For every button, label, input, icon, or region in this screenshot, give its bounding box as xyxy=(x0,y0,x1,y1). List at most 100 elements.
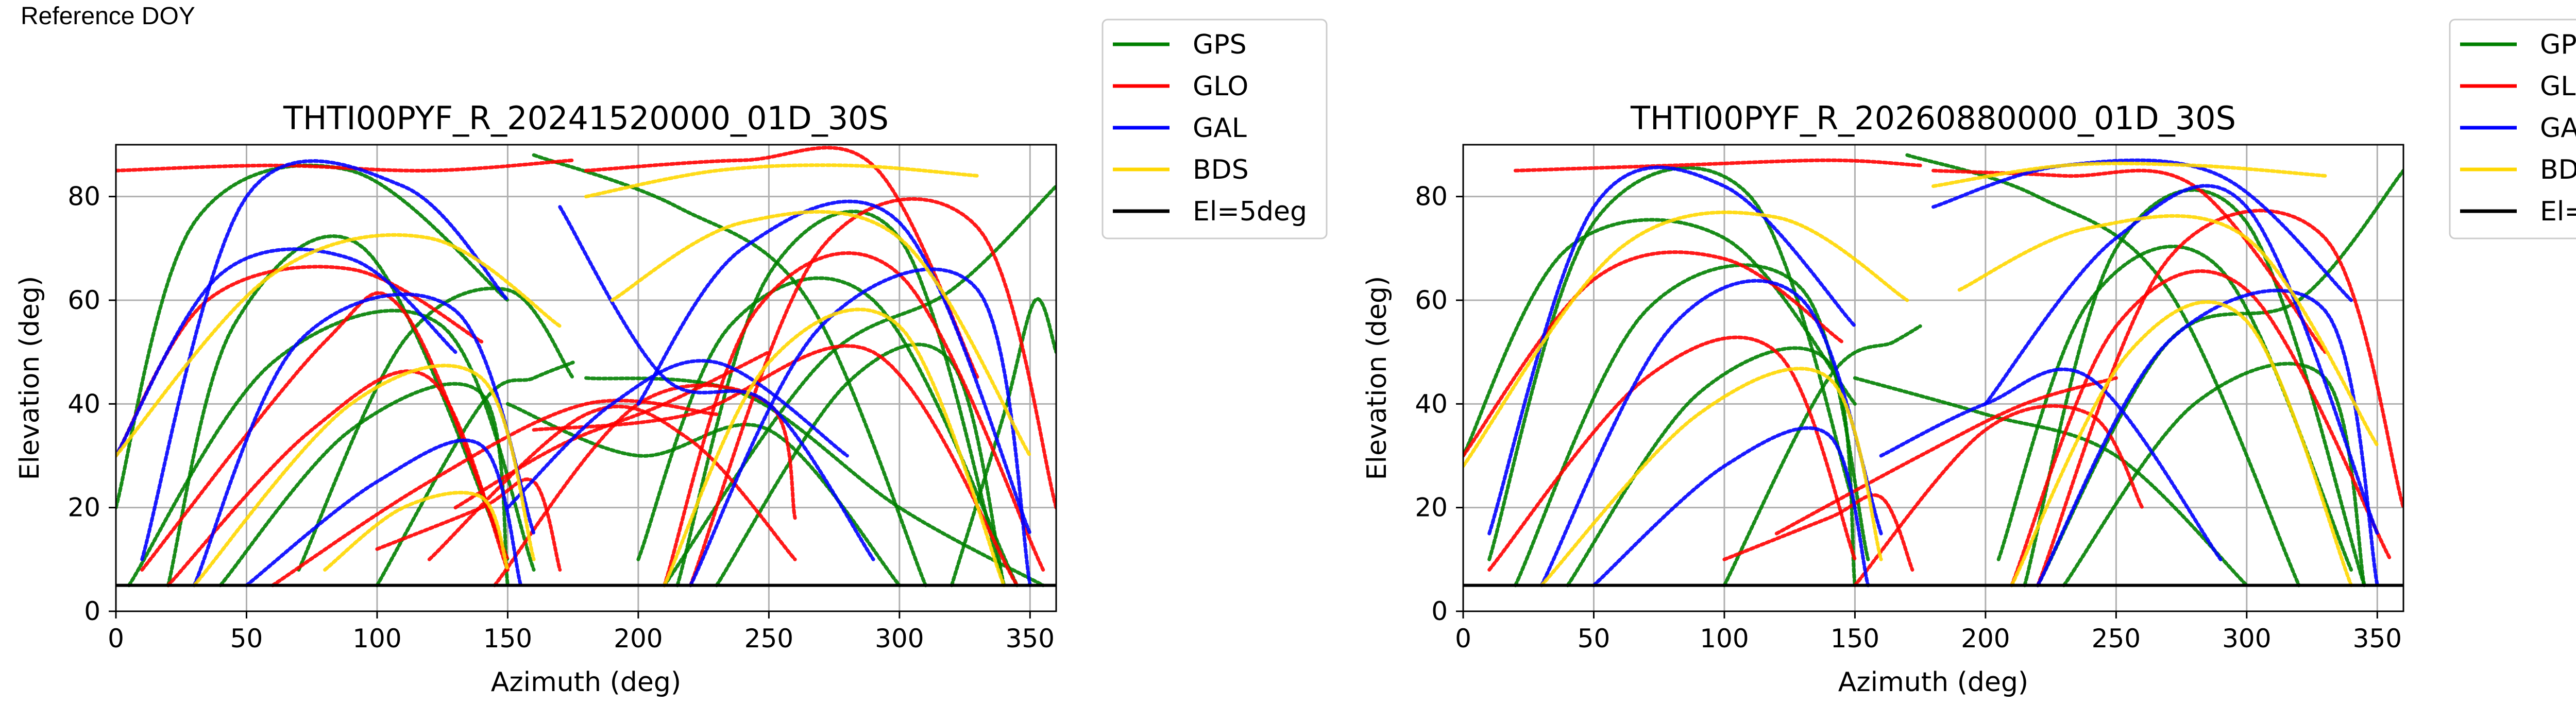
track-bds-3 xyxy=(323,491,510,572)
track-gal-7 xyxy=(688,267,1032,588)
x-axis-label: Azimuth (deg) xyxy=(491,667,681,698)
y-tick-label: 60 xyxy=(67,285,100,315)
track-glo-3 xyxy=(166,369,510,588)
track-bds-5 xyxy=(663,307,1006,588)
x-tick-label: 150 xyxy=(1831,624,1879,654)
legend: GPS GLO GAL BDS El=5deg xyxy=(2449,19,2576,239)
track-glo-9 xyxy=(688,197,1056,588)
series-gal xyxy=(1487,158,2379,588)
legend-label: El=5deg xyxy=(1193,196,1307,227)
track-glo-10 xyxy=(532,344,1019,588)
track-gal-7 xyxy=(1879,367,2223,561)
x-tick-label: 250 xyxy=(744,624,793,654)
track-glo-9 xyxy=(1513,158,1922,173)
legend-label: GAL xyxy=(2540,113,2576,144)
track-bds-2 xyxy=(1539,367,1883,588)
legend-frame xyxy=(1101,19,1328,239)
x-tick-label: 150 xyxy=(483,624,532,654)
track-gps-4 xyxy=(1566,346,1857,588)
track-glo-1 xyxy=(1487,335,1857,572)
x-tick-label: 350 xyxy=(2353,624,2402,654)
track-gal-5 xyxy=(558,205,875,561)
x-tick-label: 0 xyxy=(1455,624,1471,654)
legend-label: El=5deg xyxy=(2540,196,2576,227)
y-tick-label: 40 xyxy=(67,389,100,419)
track-gal-5 xyxy=(1984,184,2379,536)
plot-area xyxy=(1463,153,2403,588)
track-gal-6 xyxy=(2036,288,2379,588)
series-gal xyxy=(116,159,1032,588)
x-tick-label: 200 xyxy=(1961,624,2010,654)
track-gal-1 xyxy=(140,159,510,561)
track-gps-11 xyxy=(532,153,927,588)
track-glo-5 xyxy=(1774,376,2118,536)
track-glo-4 xyxy=(1853,404,2144,588)
track-glo-2 xyxy=(375,477,562,572)
track-glo-6 xyxy=(2010,269,2393,588)
track-gps-9 xyxy=(1853,376,2249,588)
x-tick-label: 50 xyxy=(1578,624,1611,654)
y-axis-label: Elevation (deg) xyxy=(1362,276,1393,480)
track-gal-3 xyxy=(1592,426,1870,588)
x-tick-label: 300 xyxy=(875,624,924,654)
track-gps-5 xyxy=(297,286,575,572)
plot-area xyxy=(116,146,1056,588)
y-tick-label: 20 xyxy=(67,493,100,523)
track-gal-1 xyxy=(1487,165,1857,536)
x-tick-label: 300 xyxy=(2222,624,2271,654)
y-tick-label: 0 xyxy=(84,596,100,626)
legend: GPS GLO GAL BDS El=5deg xyxy=(1101,19,1328,239)
track-glo-2 xyxy=(1722,493,1914,572)
series-gps xyxy=(116,153,1056,588)
track-gps-13 xyxy=(375,360,575,588)
legend-label: BDS xyxy=(2540,154,2576,185)
track-glo-3 xyxy=(1463,250,1844,458)
track-bds-4 xyxy=(2010,300,2353,588)
track-bds-4 xyxy=(584,163,980,199)
track-gal-4 xyxy=(116,247,457,458)
axes-frame xyxy=(115,144,1057,612)
series-glo xyxy=(116,146,1056,588)
y-tick-label: 80 xyxy=(67,182,100,212)
track-gal-2 xyxy=(192,292,536,588)
chart-panel-2: 0 50 100 150 200 250 300 350 0 20 40 60 80 THTI00PYF_… xyxy=(1362,19,2576,698)
track-gps-9 xyxy=(715,342,1006,588)
track-bds-6 xyxy=(610,210,1032,458)
track-bds-1 xyxy=(116,233,562,458)
legend-label: GPS xyxy=(1193,29,1247,60)
x-tick-label: 0 xyxy=(108,624,124,654)
chart-panel-1: 0 50 100 150 200 250 300 350 0 20 40 60 80 THTI00PYF_… xyxy=(14,19,1328,698)
x-tick-label: 100 xyxy=(1700,624,1749,654)
x-tick-label: 350 xyxy=(1006,624,1055,654)
legend-label: GLO xyxy=(1193,71,1248,102)
x-tick-label: 100 xyxy=(352,624,401,654)
legend-label: GAL xyxy=(1193,113,1247,144)
track-gal-6 xyxy=(636,199,1032,536)
x-tick-label: 250 xyxy=(2092,624,2141,654)
track-gps-3 xyxy=(1463,218,1857,458)
series-bds xyxy=(1463,161,2379,588)
y-tick-label: 80 xyxy=(1415,182,1448,212)
track-bds-1 xyxy=(1463,210,1909,468)
x-axis-label: Azimuth (deg) xyxy=(1838,667,2028,698)
legend-label: GPS xyxy=(2540,29,2576,60)
track-gps-2 xyxy=(116,163,510,510)
track-gal-3 xyxy=(245,438,523,588)
y-tick-label: 0 xyxy=(1431,596,1448,626)
y-tick-label: 40 xyxy=(1415,389,1448,419)
series-bds xyxy=(116,163,1032,588)
x-tick-label: 50 xyxy=(230,624,263,654)
track-bds-3 xyxy=(1931,161,2327,188)
track-gal-4 xyxy=(1931,158,2353,302)
track-glo-5 xyxy=(493,383,797,588)
y-tick-label: 60 xyxy=(1415,285,1448,315)
y-tick-label: 20 xyxy=(1415,493,1448,523)
legend-label: GLO xyxy=(2540,71,2576,102)
chart-title: THTI00PYF_R_20260880000_01D_30S xyxy=(1630,99,2236,137)
track-gal-8 xyxy=(505,359,849,510)
track-bds-2 xyxy=(192,364,536,588)
track-glo-12 xyxy=(584,146,980,380)
track-gps-11 xyxy=(1722,324,1922,588)
